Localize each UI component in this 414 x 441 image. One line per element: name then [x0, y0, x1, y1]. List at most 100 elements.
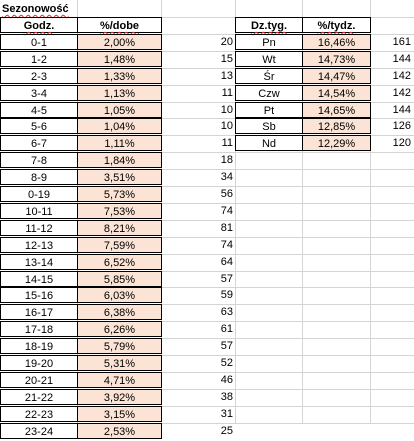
- hour-percent-cell[interactable]: 7,59%: [77, 237, 162, 253]
- hour-percent-cell[interactable]: 3,92%: [77, 389, 162, 405]
- days-header-day[interactable]: Dz.tyg.: [235, 17, 303, 33]
- day-name-cell[interactable]: Nd: [235, 135, 303, 151]
- hour-count-cell[interactable]: 25: [220, 425, 233, 437]
- hour-range-cell[interactable]: 19-20: [0, 355, 78, 371]
- hour-count-cell[interactable]: 59: [220, 289, 233, 301]
- day-name-cell[interactable]: Pn: [235, 34, 303, 50]
- hour-count-cell[interactable]: 46: [220, 374, 233, 386]
- hour-count-cell[interactable]: 34: [220, 171, 233, 183]
- hour-count-cell[interactable]: 10: [220, 104, 233, 116]
- hour-range-cell[interactable]: 23-24: [0, 423, 78, 439]
- sheet-title[interactable]: Sezonowość: [2, 3, 69, 15]
- hour-percent-cell[interactable]: 1,13%: [77, 85, 162, 101]
- hour-range-cell[interactable]: 12-13: [0, 237, 78, 253]
- hour-percent-cell[interactable]: 6,26%: [77, 321, 162, 337]
- hour-percent-cell[interactable]: 1,11%: [77, 135, 162, 151]
- hour-count-cell[interactable]: 20: [220, 36, 233, 48]
- hour-count-cell[interactable]: 56: [220, 188, 233, 200]
- hour-count-cell[interactable]: 31: [220, 408, 233, 420]
- hour-range-cell[interactable]: 8-9: [0, 169, 78, 185]
- hour-range-cell[interactable]: 7-8: [0, 152, 78, 168]
- hour-range-cell[interactable]: 22-23: [0, 406, 78, 422]
- hour-count-cell[interactable]: 13: [220, 70, 233, 82]
- hour-range-cell[interactable]: 4-5: [0, 102, 78, 118]
- hour-percent-cell[interactable]: 1,48%: [77, 51, 162, 67]
- hour-percent-cell[interactable]: 2,00%: [77, 34, 162, 50]
- hour-percent-cell[interactable]: 6,38%: [77, 304, 162, 320]
- hour-count-cell[interactable]: 74: [220, 205, 233, 217]
- day-name-cell[interactable]: Śr: [235, 68, 303, 84]
- day-count-cell[interactable]: 144: [392, 53, 411, 65]
- day-percent-cell[interactable]: 14,47%: [302, 68, 371, 84]
- hour-count-cell[interactable]: 10: [220, 120, 233, 132]
- hours-header-hour[interactable]: Godz.: [0, 17, 78, 33]
- hour-count-cell[interactable]: 63: [220, 306, 233, 318]
- day-count-cell[interactable]: 126: [392, 120, 411, 132]
- day-name-cell[interactable]: Czw: [235, 85, 303, 101]
- hour-range-cell[interactable]: 6-7: [0, 135, 78, 151]
- hour-percent-cell[interactable]: 8,21%: [77, 220, 162, 236]
- hour-percent-cell[interactable]: 4,71%: [77, 372, 162, 388]
- day-percent-cell[interactable]: 12,85%: [302, 118, 371, 134]
- hour-count-cell[interactable]: 57: [220, 340, 233, 352]
- days-header-pct[interactable]: %/tydz.: [302, 17, 371, 33]
- hour-range-cell[interactable]: 11-12: [0, 220, 78, 236]
- day-percent-cell[interactable]: 14,54%: [302, 85, 371, 101]
- hour-range-cell[interactable]: 15-16: [0, 287, 78, 303]
- hour-range-cell[interactable]: 0-19: [0, 186, 78, 202]
- hour-range-cell[interactable]: 17-18: [0, 321, 78, 337]
- hour-count-cell[interactable]: 64: [220, 256, 233, 268]
- hour-count-cell[interactable]: 57: [220, 273, 233, 285]
- hour-percent-cell[interactable]: 5,79%: [77, 338, 162, 354]
- hours-header-pct[interactable]: %/dobe: [77, 17, 162, 33]
- hour-count-cell[interactable]: 74: [220, 239, 233, 251]
- hour-percent-cell[interactable]: 7,53%: [77, 203, 162, 219]
- hour-percent-cell[interactable]: 1,84%: [77, 152, 162, 168]
- hour-percent-cell[interactable]: 5,73%: [77, 186, 162, 202]
- day-count-cell[interactable]: 161: [392, 36, 411, 48]
- hour-percent-cell[interactable]: 6,03%: [77, 287, 162, 303]
- hour-range-cell[interactable]: 5-6: [0, 118, 78, 134]
- hour-percent-cell[interactable]: 5,85%: [77, 271, 162, 287]
- hour-range-cell[interactable]: 10-11: [0, 203, 78, 219]
- hour-percent-cell[interactable]: 2,53%: [77, 423, 162, 439]
- day-name-cell[interactable]: Wt: [235, 51, 303, 67]
- hour-count-cell[interactable]: 11: [221, 87, 233, 99]
- day-count-cell[interactable]: 120: [392, 137, 411, 149]
- day-name-cell[interactable]: Sb: [235, 118, 303, 134]
- day-percent-cell[interactable]: 16,46%: [302, 34, 371, 50]
- hour-range-cell[interactable]: 1-2: [0, 51, 78, 67]
- hour-range-cell[interactable]: 3-4: [0, 85, 78, 101]
- day-percent-cell[interactable]: 12,29%: [302, 135, 371, 151]
- day-count-cell[interactable]: 142: [392, 87, 411, 99]
- hour-range-cell[interactable]: 18-19: [0, 338, 78, 354]
- hour-percent-cell[interactable]: 3,51%: [77, 169, 162, 185]
- hour-percent-cell[interactable]: 6,52%: [77, 254, 162, 270]
- hour-count-cell[interactable]: 61: [220, 323, 233, 335]
- day-percent-cell[interactable]: 14,65%: [302, 102, 371, 118]
- hour-count-cell[interactable]: 52: [220, 357, 233, 369]
- day-count-cell[interactable]: 144: [392, 104, 411, 116]
- hour-percent-cell[interactable]: 5,31%: [77, 355, 162, 371]
- hour-count-cell[interactable]: 11: [221, 137, 233, 149]
- day-percent-cell[interactable]: 14,73%: [302, 51, 371, 67]
- row-gridline: [0, 34, 414, 35]
- hour-count-cell[interactable]: 18: [220, 154, 233, 166]
- day-name-cell[interactable]: Pt: [235, 102, 303, 118]
- hour-range-cell[interactable]: 21-22: [0, 389, 78, 405]
- hour-range-cell[interactable]: 2-3: [0, 68, 78, 84]
- hour-range-cell[interactable]: 20-21: [0, 372, 78, 388]
- hour-range-cell[interactable]: 0-1: [0, 34, 78, 50]
- hour-count-cell[interactable]: 38: [220, 391, 233, 403]
- hour-percent-cell[interactable]: 1,04%: [77, 118, 162, 134]
- hour-range-cell[interactable]: 13-14: [0, 254, 78, 270]
- hour-range-cell[interactable]: 16-17: [0, 304, 78, 320]
- hour-range-cell[interactable]: 14-15: [0, 271, 78, 287]
- hour-percent-cell[interactable]: 1,33%: [77, 68, 162, 84]
- hour-percent-cell[interactable]: 3,15%: [77, 406, 162, 422]
- hour-count-cell[interactable]: 81: [220, 222, 233, 234]
- day-count-cell[interactable]: 142: [392, 70, 411, 82]
- hour-percent-cell[interactable]: 1,05%: [77, 102, 162, 118]
- hour-count-cell[interactable]: 15: [220, 53, 233, 65]
